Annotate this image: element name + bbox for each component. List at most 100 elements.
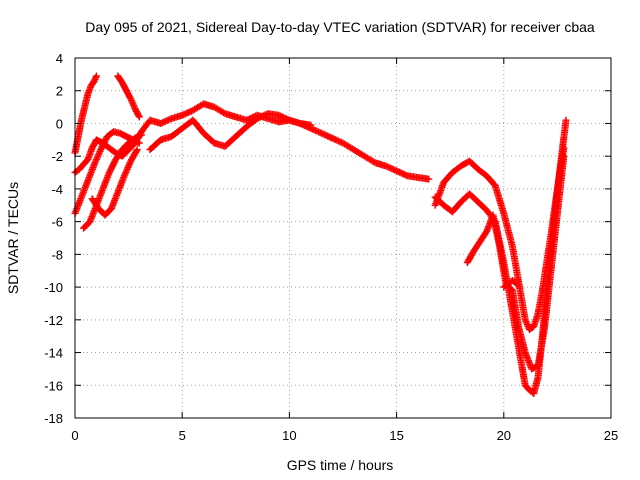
data-point — [307, 121, 315, 129]
x-tick-label: 5 — [179, 428, 186, 443]
data-point — [560, 152, 568, 160]
data-point — [135, 113, 143, 121]
y-tick-label: -4 — [51, 182, 63, 197]
series-track-11 — [500, 277, 521, 291]
data-point — [321, 131, 329, 139]
data-point — [253, 115, 261, 123]
data-point — [246, 115, 254, 123]
data-point — [284, 115, 292, 123]
series-track-7 — [146, 110, 315, 154]
data-point — [370, 158, 378, 166]
data-point — [333, 136, 341, 144]
data-point — [183, 109, 191, 117]
data-point — [324, 132, 332, 140]
x-axis-label: GPS time / hours — [287, 457, 394, 473]
data-point — [161, 117, 169, 125]
data-point — [399, 170, 407, 178]
data-point — [135, 112, 143, 120]
data-point — [328, 134, 336, 142]
data-point — [135, 139, 143, 147]
data-point — [385, 163, 393, 171]
data-point — [255, 114, 263, 122]
chart-title: Day 095 of 2021, Sidereal Day-to-day VTE… — [85, 19, 595, 35]
data-point — [163, 117, 171, 125]
data-point — [276, 112, 284, 120]
x-tick-label: 20 — [497, 428, 511, 443]
data-point — [132, 147, 140, 155]
data-series — [71, 72, 570, 397]
data-point — [311, 126, 319, 134]
data-point — [278, 113, 286, 121]
x-tick-label: 25 — [604, 428, 618, 443]
data-point — [308, 125, 316, 133]
y-tick-label: -16 — [44, 378, 63, 393]
data-point — [402, 171, 410, 179]
y-tick-label: -8 — [51, 247, 63, 262]
data-point — [391, 166, 399, 174]
data-point — [314, 128, 322, 136]
data-point — [318, 129, 326, 137]
data-point — [281, 114, 289, 122]
series-track-6 — [88, 146, 141, 219]
y-tick-label: -10 — [44, 280, 63, 295]
data-point — [220, 109, 228, 117]
data-point — [388, 165, 396, 173]
data-point — [164, 116, 172, 124]
data-point — [482, 229, 490, 237]
data-point — [396, 168, 404, 176]
y-tick-label: -18 — [44, 411, 63, 426]
data-point — [394, 168, 402, 176]
x-tick-label: 0 — [71, 428, 78, 443]
data-point — [393, 167, 401, 175]
data-point — [166, 115, 174, 123]
series-track-2 — [71, 72, 100, 157]
data-point — [425, 175, 433, 183]
series-track-5 — [71, 128, 143, 217]
data-point — [562, 116, 570, 124]
data-point — [256, 113, 264, 121]
data-point — [186, 108, 194, 116]
data-point — [336, 138, 344, 146]
y-tick-label: 2 — [56, 84, 63, 99]
data-point — [180, 111, 188, 119]
plot-frame — [74, 57, 612, 419]
series-track-3 — [114, 72, 143, 121]
data-point — [390, 166, 398, 174]
data-point — [513, 280, 521, 288]
data-point — [511, 279, 519, 287]
data-point — [243, 116, 251, 124]
data-point — [400, 170, 408, 178]
data-point — [92, 72, 100, 80]
data-point — [282, 115, 290, 123]
grid-lines — [75, 58, 611, 418]
data-point — [386, 164, 394, 172]
data-point — [184, 108, 192, 116]
data-point — [382, 162, 390, 170]
data-point — [316, 129, 324, 137]
data-point — [397, 169, 405, 177]
data-point — [178, 111, 186, 119]
data-point — [259, 112, 267, 120]
data-point — [310, 126, 318, 134]
y-tick-label: -14 — [44, 346, 63, 361]
data-point — [261, 111, 269, 119]
data-point — [334, 137, 342, 145]
data-point — [331, 136, 339, 144]
data-point — [330, 135, 338, 143]
data-point — [325, 133, 333, 141]
data-point — [279, 113, 287, 121]
data-point — [319, 130, 327, 138]
data-point — [133, 146, 141, 154]
y-tick-label: -12 — [44, 313, 63, 328]
data-point — [275, 111, 283, 119]
data-point — [244, 115, 252, 123]
data-point — [322, 131, 330, 139]
data-point — [157, 119, 165, 127]
x-tick-label: 10 — [282, 428, 296, 443]
data-point — [258, 112, 266, 120]
y-tick-label: -6 — [51, 215, 63, 230]
series-track-10 — [463, 152, 568, 373]
data-point — [313, 127, 321, 135]
y-tick-label: -2 — [51, 149, 63, 164]
